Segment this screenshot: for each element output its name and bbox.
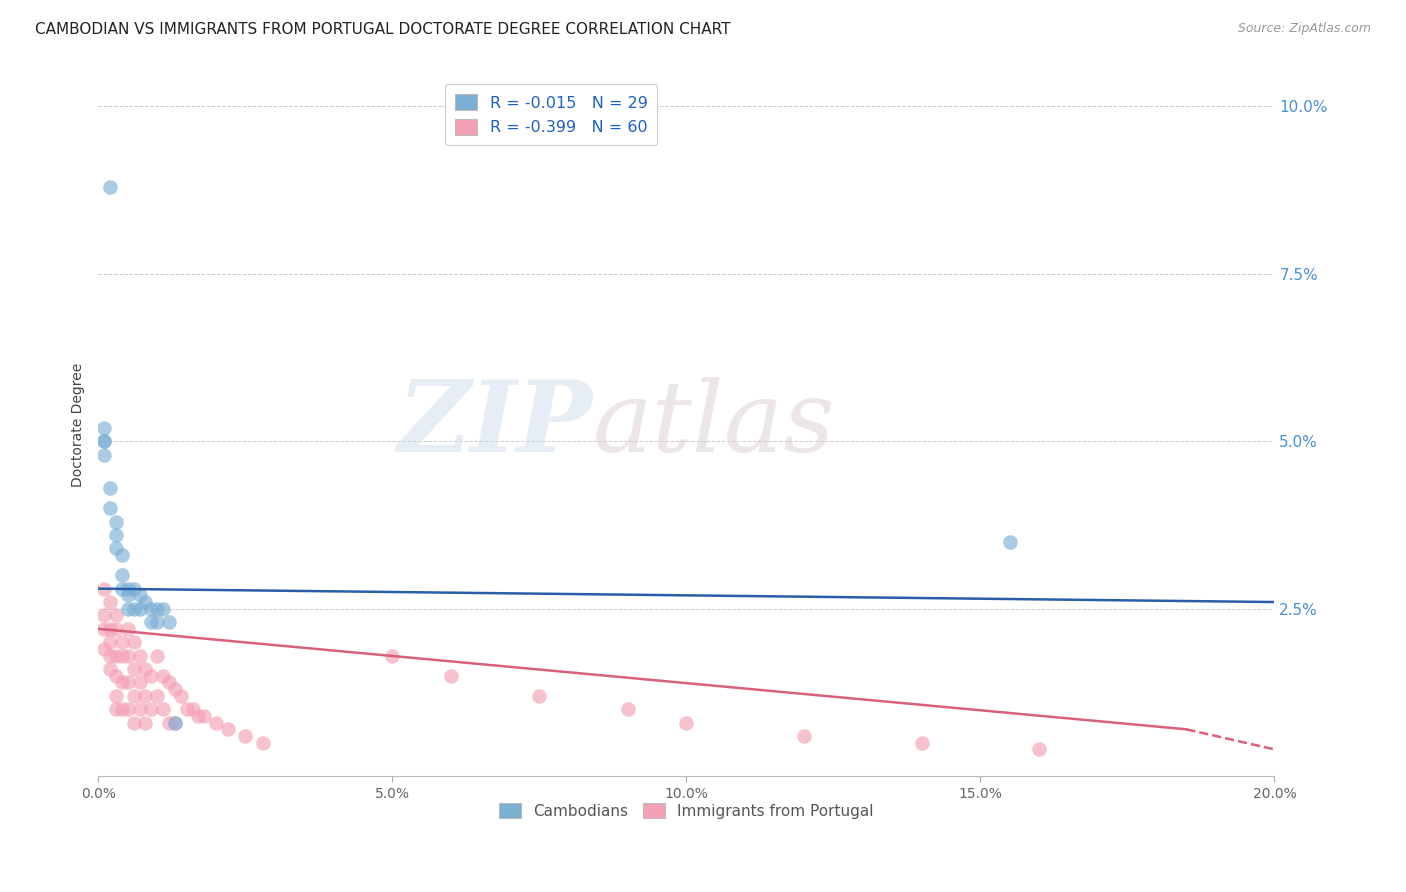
Point xyxy=(93,608,115,623)
Point xyxy=(93,434,115,449)
Point xyxy=(105,515,128,529)
Legend: Cambodians, Immigrants from Portugal: Cambodians, Immigrants from Portugal xyxy=(494,797,880,825)
Text: Source: ZipAtlas.com: Source: ZipAtlas.com xyxy=(1237,22,1371,36)
Point xyxy=(911,736,934,750)
Point xyxy=(93,641,115,656)
Point xyxy=(157,615,180,629)
Point xyxy=(1028,742,1050,756)
Point xyxy=(141,601,163,615)
Point xyxy=(675,715,697,730)
Point xyxy=(170,689,193,703)
Point xyxy=(98,648,121,663)
Point xyxy=(252,736,274,750)
Point xyxy=(117,622,139,636)
Point xyxy=(529,689,551,703)
Point xyxy=(152,669,174,683)
Point xyxy=(381,648,404,663)
Point xyxy=(105,541,128,556)
Point xyxy=(111,648,134,663)
Point xyxy=(205,715,228,730)
Point xyxy=(152,601,174,615)
Point xyxy=(117,648,139,663)
Point xyxy=(128,601,150,615)
Point xyxy=(111,568,134,582)
Point xyxy=(128,648,150,663)
Point xyxy=(117,582,139,596)
Point xyxy=(122,689,145,703)
Point xyxy=(111,702,134,716)
Point xyxy=(146,648,169,663)
Point xyxy=(117,675,139,690)
Point xyxy=(93,434,115,449)
Point xyxy=(105,622,128,636)
Point xyxy=(98,622,121,636)
Point xyxy=(105,648,128,663)
Point xyxy=(105,608,128,623)
Point xyxy=(122,662,145,676)
Point xyxy=(157,715,180,730)
Point xyxy=(98,501,121,516)
Point xyxy=(98,635,121,649)
Point xyxy=(793,729,815,743)
Point xyxy=(181,702,204,716)
Point xyxy=(122,715,145,730)
Point xyxy=(98,179,121,194)
Text: atlas: atlas xyxy=(592,377,835,472)
Point xyxy=(163,715,186,730)
Point xyxy=(122,582,145,596)
Point xyxy=(163,682,186,697)
Point xyxy=(105,669,128,683)
Point xyxy=(111,675,134,690)
Point xyxy=(134,662,156,676)
Point xyxy=(93,622,115,636)
Point xyxy=(98,481,121,495)
Point xyxy=(141,615,163,629)
Point xyxy=(141,669,163,683)
Point xyxy=(105,528,128,542)
Point xyxy=(176,702,198,716)
Point xyxy=(111,548,134,562)
Point xyxy=(117,588,139,602)
Point xyxy=(134,715,156,730)
Point xyxy=(235,729,257,743)
Point xyxy=(117,702,139,716)
Point xyxy=(146,601,169,615)
Point xyxy=(93,448,115,462)
Point xyxy=(163,715,186,730)
Point xyxy=(187,709,209,723)
Y-axis label: Doctorate Degree: Doctorate Degree xyxy=(72,362,86,487)
Point xyxy=(128,675,150,690)
Point xyxy=(98,662,121,676)
Point xyxy=(152,702,174,716)
Point xyxy=(146,689,169,703)
Point xyxy=(193,709,215,723)
Point xyxy=(616,702,638,716)
Point xyxy=(105,689,128,703)
Point xyxy=(141,702,163,716)
Point xyxy=(122,635,145,649)
Point xyxy=(93,421,115,435)
Point xyxy=(117,601,139,615)
Point xyxy=(998,534,1021,549)
Point xyxy=(134,689,156,703)
Point xyxy=(128,588,150,602)
Point xyxy=(93,582,115,596)
Point xyxy=(157,675,180,690)
Point xyxy=(111,582,134,596)
Point xyxy=(111,635,134,649)
Point xyxy=(98,595,121,609)
Point xyxy=(146,615,169,629)
Point xyxy=(217,723,239,737)
Point xyxy=(122,601,145,615)
Text: ZIP: ZIP xyxy=(398,376,592,473)
Point xyxy=(128,702,150,716)
Point xyxy=(440,669,463,683)
Point xyxy=(105,702,128,716)
Point xyxy=(134,595,156,609)
Text: CAMBODIAN VS IMMIGRANTS FROM PORTUGAL DOCTORATE DEGREE CORRELATION CHART: CAMBODIAN VS IMMIGRANTS FROM PORTUGAL DO… xyxy=(35,22,731,37)
